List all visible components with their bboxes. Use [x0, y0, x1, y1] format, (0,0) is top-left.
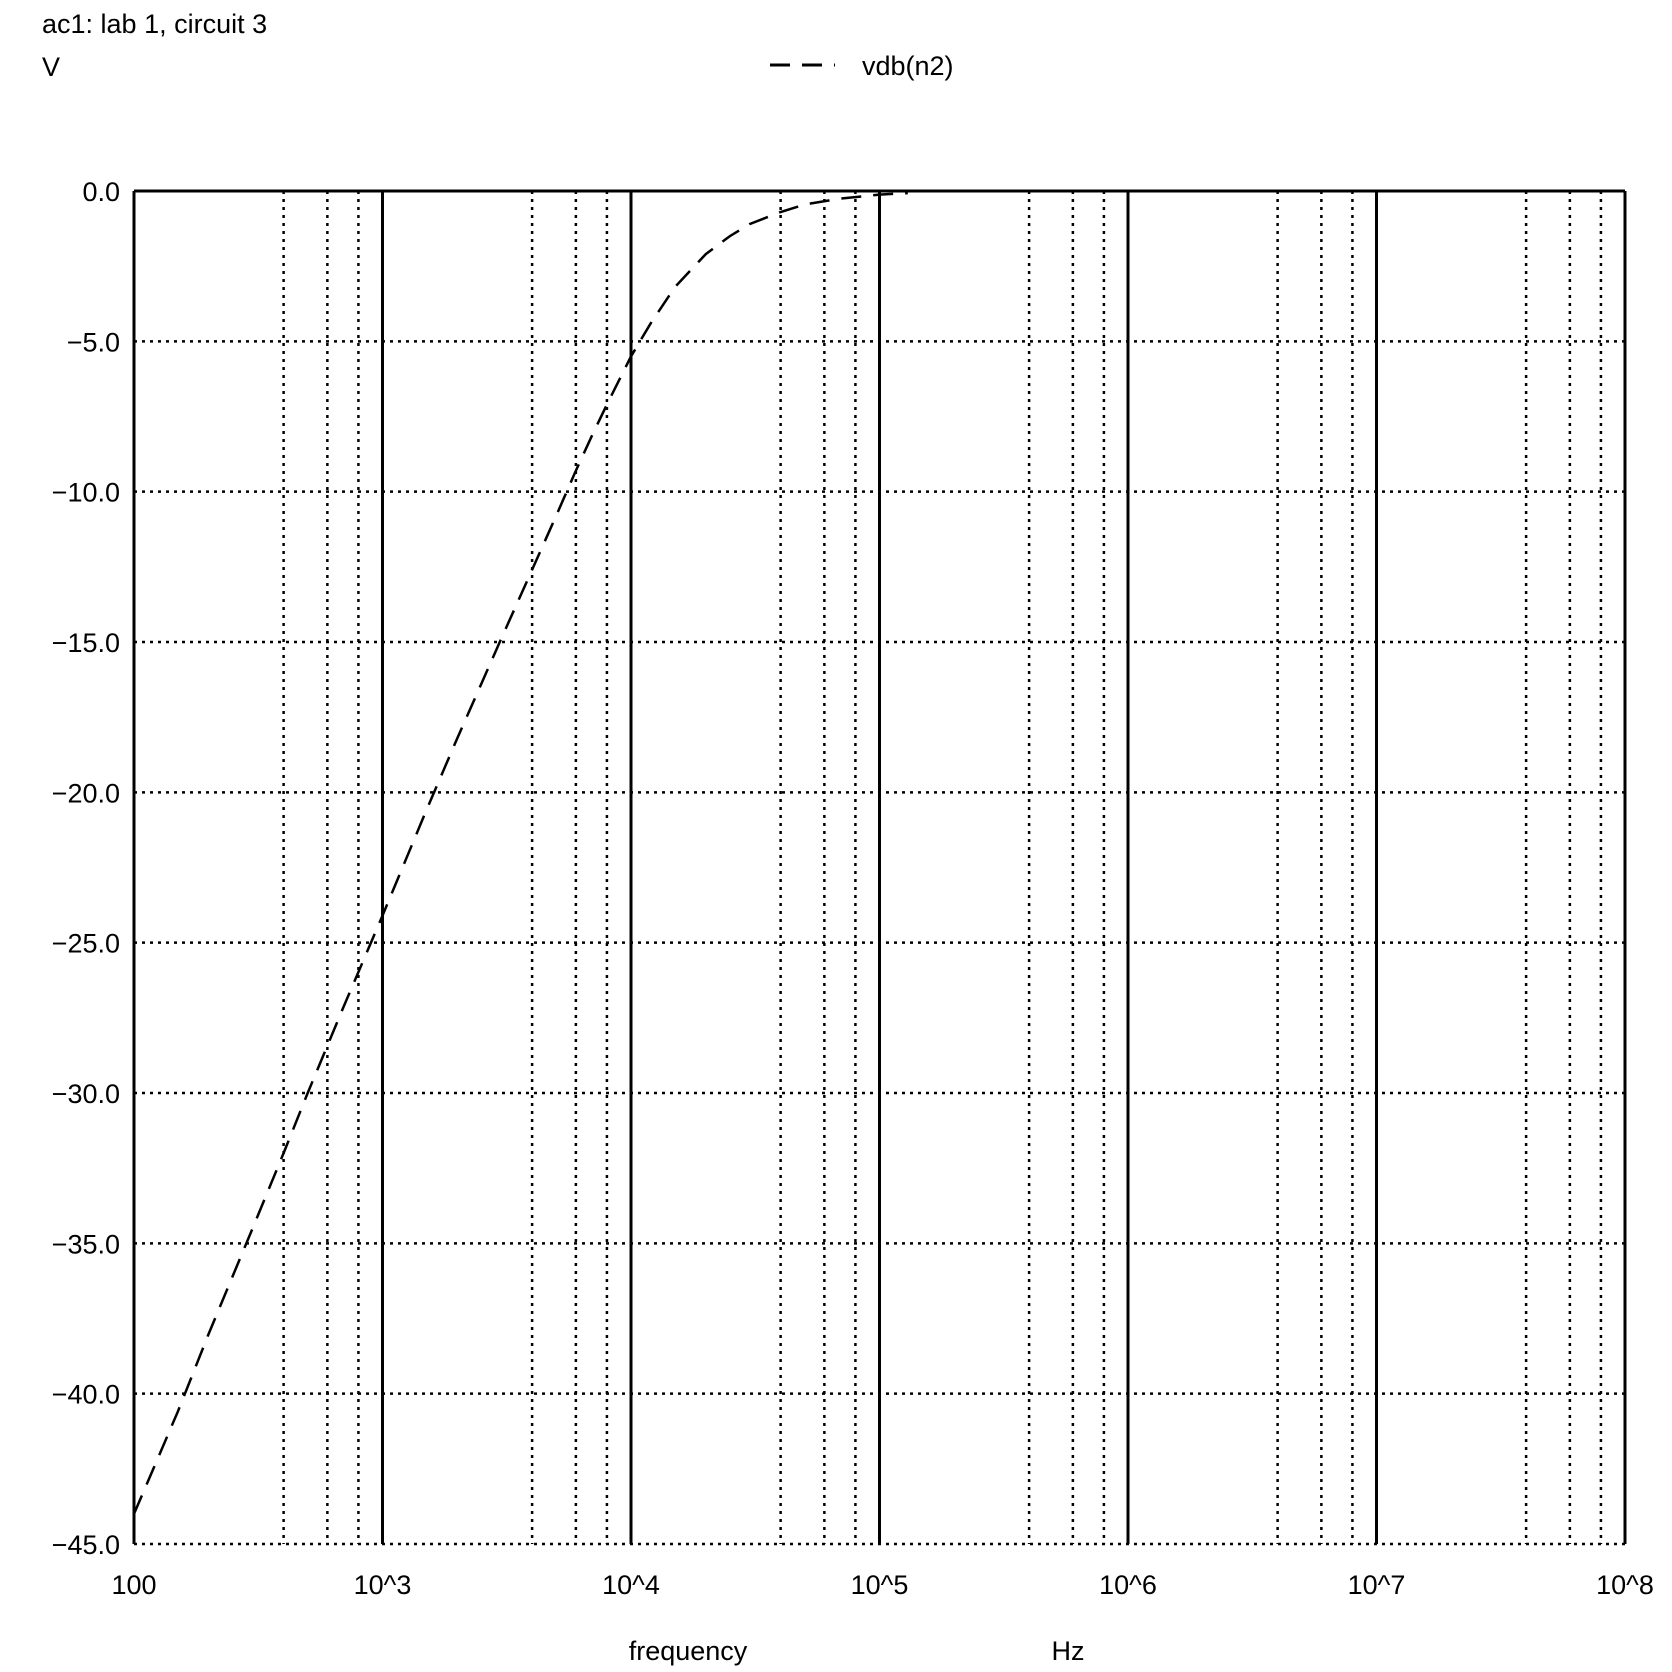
x-tick-label: 10^3 [354, 1570, 412, 1600]
x-tick-label: 10^8 [1596, 1570, 1654, 1600]
y-tick-label: −45.0 [52, 1530, 120, 1560]
x-tick-label: 10^4 [602, 1570, 660, 1600]
y-tick-label: −10.0 [52, 478, 120, 508]
y-tick-label: −35.0 [52, 1229, 120, 1259]
y-tick-label: −25.0 [52, 929, 120, 959]
y-tick-label: −15.0 [52, 628, 120, 658]
legend-label: vdb(n2) [862, 51, 954, 81]
y-axis-label: V [42, 52, 60, 82]
y-tick-label: −40.0 [52, 1380, 120, 1410]
y-tick-label: 0.0 [82, 177, 120, 207]
x-axis-unit: Hz [1052, 1636, 1085, 1666]
x-tick-label: 100 [111, 1570, 156, 1600]
y-tick-label: −20.0 [52, 778, 120, 808]
x-tick-labels: 100 10^3 10^4 10^5 10^6 10^7 10^8 [111, 1570, 1653, 1600]
x-tick-label: 10^7 [1348, 1570, 1406, 1600]
plot-frame [132, 189, 1627, 1544]
x-tick-label: 10^5 [851, 1570, 909, 1600]
y-tick-label: −30.0 [52, 1079, 120, 1109]
chart-title: ac1: lab 1, circuit 3 [42, 9, 267, 39]
series-layer [132, 191, 908, 1515]
legend: vdb(n2) [770, 51, 954, 81]
y-tick-label: −5.0 [67, 327, 120, 357]
x-axis-label: frequency [629, 1636, 748, 1666]
x-tick-label: 10^6 [1099, 1570, 1157, 1600]
series-line [132, 191, 908, 1515]
y-tick-labels: 0.0 −5.0 −10.0 −15.0 −20.0 −25.0 −30.0 −35.0 −40… [52, 177, 120, 1560]
